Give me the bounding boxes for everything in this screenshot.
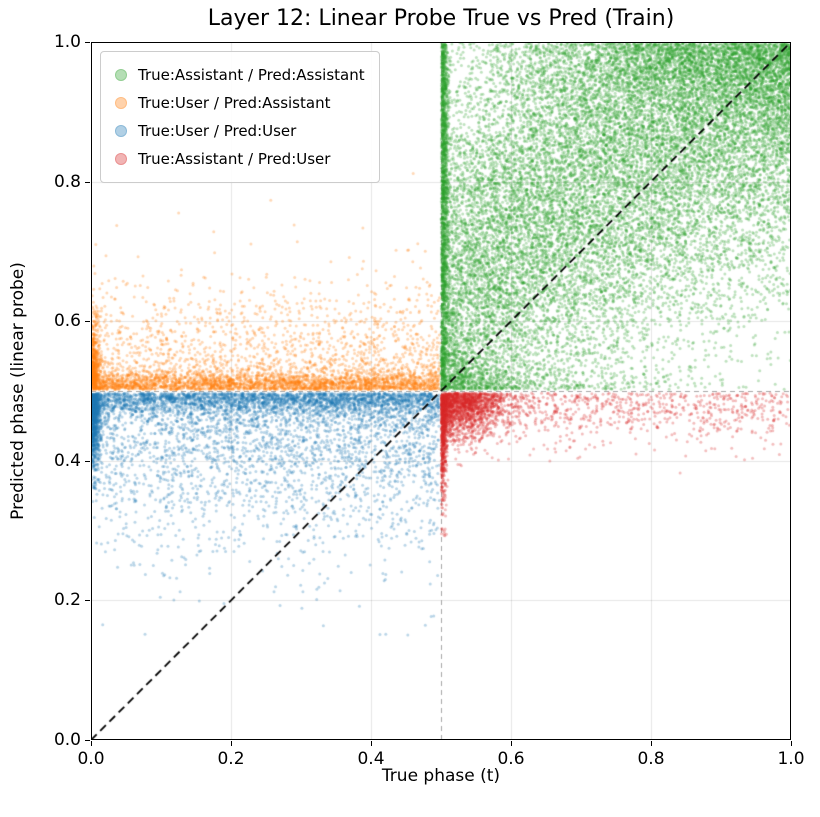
y-tick-label: 0.2 bbox=[53, 590, 81, 611]
y-tick-mark bbox=[85, 740, 90, 741]
x-tick-label: 0.4 bbox=[357, 749, 385, 769]
x-tick-mark bbox=[91, 741, 92, 746]
y-tick-mark bbox=[85, 321, 90, 323]
y-tick-mark bbox=[85, 42, 90, 43]
x-tick-label: 0.8 bbox=[637, 749, 665, 769]
legend-label: True:User / Pred:Assistant bbox=[138, 94, 331, 112]
x-tick-mark bbox=[231, 741, 232, 746]
x-tick-label: 0.0 bbox=[77, 749, 105, 769]
y-tick-label: 1.0 bbox=[53, 32, 81, 52]
legend-item-user-assistant: True:User / Pred:Assistant bbox=[115, 89, 365, 117]
plot-area: True:Assistant / Pred:Assistant True:Use… bbox=[91, 42, 791, 740]
y-tick-mark bbox=[85, 460, 90, 462]
x-axis-label: True phase (t) bbox=[381, 766, 501, 786]
y-tick-label: 0.8 bbox=[53, 171, 81, 192]
legend-marker-orange-icon bbox=[115, 97, 127, 109]
x-tick-label: 0.2 bbox=[217, 749, 245, 769]
legend-marker-blue-icon bbox=[115, 125, 127, 137]
y-tick-mark bbox=[85, 181, 90, 183]
chart-title: Layer 12: Linear Probe True vs Pred (Tra… bbox=[207, 6, 675, 31]
y-tick-label: 0.4 bbox=[53, 450, 81, 471]
legend-label: True:Assistant / Pred:User bbox=[138, 150, 331, 168]
x-tick-label: 1.0 bbox=[777, 749, 805, 769]
legend-item-user-user: True:User / Pred:User bbox=[115, 117, 365, 145]
legend-marker-green-icon bbox=[115, 69, 127, 81]
x-tick-mark bbox=[651, 741, 652, 746]
x-tick-mark bbox=[371, 741, 372, 746]
legend-marker-red-icon bbox=[115, 153, 127, 165]
x-tick-mark bbox=[791, 741, 792, 746]
x-tick-mark bbox=[511, 741, 512, 746]
legend-item-assistant-user: True:Assistant / Pred:User bbox=[115, 145, 365, 173]
y-tick-label: 0.6 bbox=[53, 311, 81, 332]
legend-item-assistant-assistant: True:Assistant / Pred:Assistant bbox=[115, 61, 365, 89]
y-tick-label: 0.0 bbox=[53, 730, 81, 750]
y-tick-mark bbox=[85, 600, 90, 602]
legend: True:Assistant / Pred:Assistant True:Use… bbox=[100, 51, 380, 183]
x-tick-label: 0.6 bbox=[497, 749, 525, 769]
legend-label: True:User / Pred:User bbox=[138, 122, 297, 140]
legend-label: True:Assistant / Pred:Assistant bbox=[138, 66, 365, 84]
y-axis-label: Predicted phase (linear probe) bbox=[8, 262, 28, 520]
